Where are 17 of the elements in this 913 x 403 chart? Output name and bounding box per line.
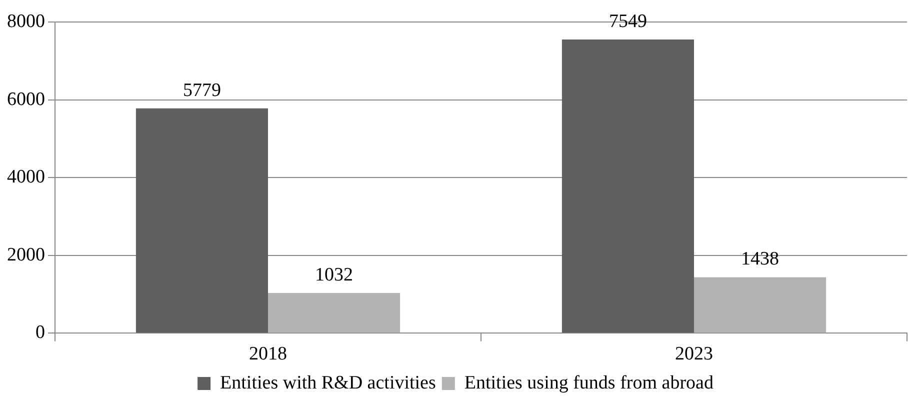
x-tick-label: 2023 [675, 344, 713, 365]
data-label: 1032 [315, 264, 354, 286]
data-label: 5779 [182, 80, 221, 101]
data-label: 1438 [741, 248, 780, 270]
x-tick-label: 2018 [249, 344, 287, 365]
bar [136, 108, 268, 333]
y-tick-label: 6000 [7, 88, 45, 110]
y-tick-label: 2000 [7, 244, 45, 266]
bar [694, 277, 826, 333]
y-tick-label: 8000 [7, 10, 45, 32]
y-tick-label: 4000 [7, 166, 45, 188]
data-label: 7549 [608, 11, 647, 32]
bar [268, 293, 400, 333]
legend-label: Entities using funds from abroad [464, 372, 714, 394]
legend-label: Entities with R&D activities [220, 372, 436, 394]
y-tick-label: 0 [36, 322, 45, 344]
bar [562, 40, 694, 333]
